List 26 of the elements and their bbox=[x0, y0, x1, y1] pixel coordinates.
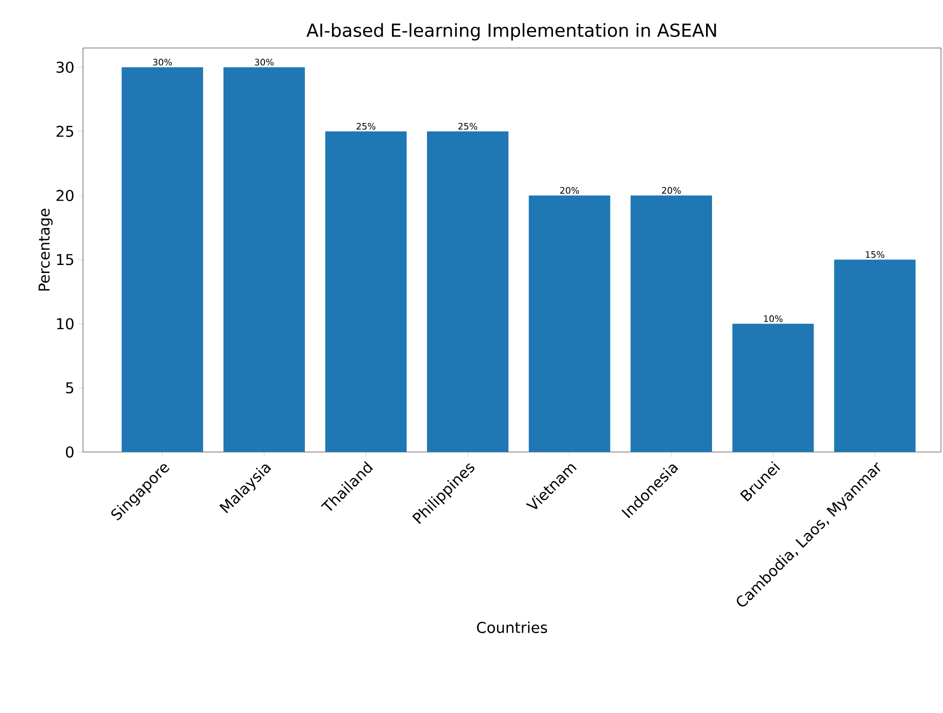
data-label: 20% bbox=[560, 187, 579, 194]
y-tick-label: 10 bbox=[57, 318, 74, 330]
y-tick-label: 25 bbox=[56, 126, 74, 138]
x-axis-title: Countries bbox=[477, 622, 548, 634]
data-label: 20% bbox=[662, 187, 681, 194]
bar bbox=[630, 195, 712, 452]
data-label: 15% bbox=[866, 251, 884, 258]
bar bbox=[427, 131, 508, 452]
bar bbox=[834, 260, 916, 452]
y-tick-label: 0 bbox=[66, 446, 74, 458]
y-tick-label: 15 bbox=[57, 254, 74, 266]
bar bbox=[223, 67, 305, 452]
data-label: 30% bbox=[153, 58, 172, 66]
y-tick-label: 5 bbox=[66, 382, 74, 394]
data-label: 25% bbox=[458, 122, 478, 130]
bar bbox=[122, 67, 204, 452]
chart-title: AI-based E-learning Implementation in ASEAN bbox=[306, 23, 716, 40]
bar bbox=[325, 131, 407, 452]
y-tick-label: 30 bbox=[56, 62, 74, 73]
bar bbox=[528, 195, 610, 452]
bar bbox=[732, 324, 814, 452]
y-axis-title: Percentage bbox=[38, 208, 53, 291]
data-label: 10% bbox=[764, 315, 783, 322]
data-label: 25% bbox=[356, 122, 376, 130]
data-label: 30% bbox=[254, 58, 274, 66]
y-tick-label: 20 bbox=[56, 190, 74, 202]
